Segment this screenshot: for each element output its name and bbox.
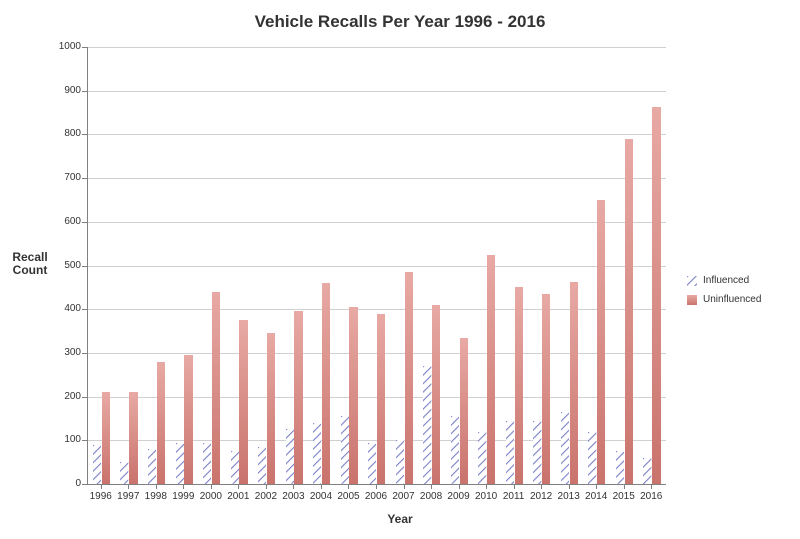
bar-uninfluenced	[652, 107, 660, 484]
bar-uninfluenced	[515, 287, 523, 484]
legend-item: Influenced	[687, 275, 761, 286]
bar-influenced	[313, 423, 321, 484]
x-tick-label: 2014	[582, 491, 610, 502]
x-tick-label: 2001	[225, 491, 253, 502]
gridline	[88, 178, 666, 179]
bar-influenced	[368, 443, 376, 485]
bar-uninfluenced	[267, 333, 275, 484]
x-tick-label: 2003	[280, 491, 308, 502]
x-tick-label: 2010	[472, 491, 500, 502]
bar-influenced	[588, 432, 596, 484]
bar-influenced	[423, 366, 431, 484]
y-tick-label: 900	[53, 85, 81, 96]
x-tick-label: 2009	[445, 491, 473, 502]
x-tick-label: 2011	[500, 491, 528, 502]
legend-swatch	[687, 295, 697, 305]
bar-influenced	[478, 432, 486, 484]
bar-influenced	[341, 416, 349, 484]
legend-item: Uninfluenced	[687, 294, 761, 305]
plot-area	[87, 47, 666, 485]
bar-influenced	[120, 462, 128, 484]
bar-uninfluenced	[239, 320, 247, 484]
bar-uninfluenced	[432, 305, 440, 484]
x-tick-label: 2012	[527, 491, 555, 502]
bar-uninfluenced	[184, 355, 192, 484]
y-tick-label: 200	[53, 391, 81, 402]
y-tick-label: 300	[53, 347, 81, 358]
x-tick-label: 2016	[637, 491, 665, 502]
bar-uninfluenced	[212, 292, 220, 484]
x-tick-label: 2013	[555, 491, 583, 502]
gridline	[88, 309, 666, 310]
x-tick-label: 1996	[87, 491, 115, 502]
x-axis-title: Year	[0, 512, 800, 526]
bar-influenced	[396, 440, 404, 484]
chart-title: Vehicle Recalls Per Year 1996 - 2016	[0, 12, 800, 32]
gridline	[88, 222, 666, 223]
bar-uninfluenced	[570, 282, 578, 484]
y-tick-label: 600	[53, 216, 81, 227]
x-tick-label: 2000	[197, 491, 225, 502]
bar-uninfluenced	[322, 283, 330, 484]
bar-influenced	[93, 445, 101, 484]
bar-influenced	[451, 416, 459, 484]
y-tick-label: 400	[53, 303, 81, 314]
chart-container: Vehicle Recalls Per Year 1996 - 2016 Rec…	[0, 0, 800, 539]
bar-influenced	[203, 443, 211, 485]
gridline	[88, 47, 666, 48]
bar-uninfluenced	[377, 314, 385, 484]
bar-uninfluenced	[294, 311, 302, 484]
x-tick-label: 2006	[362, 491, 390, 502]
x-tick-label: 1998	[142, 491, 170, 502]
bar-influenced	[176, 443, 184, 485]
bar-uninfluenced	[542, 294, 550, 484]
gridline	[88, 266, 666, 267]
y-tick-label: 500	[53, 260, 81, 271]
legend-swatch	[687, 276, 697, 286]
bar-uninfluenced	[129, 392, 137, 484]
bar-uninfluenced	[625, 139, 633, 484]
y-tick-label: 0	[53, 478, 81, 489]
bar-uninfluenced	[349, 307, 357, 484]
bar-influenced	[643, 458, 651, 484]
y-tick-label: 100	[53, 434, 81, 445]
bar-influenced	[148, 449, 156, 484]
bar-influenced	[286, 429, 294, 484]
bar-uninfluenced	[405, 272, 413, 484]
y-tick-label: 700	[53, 172, 81, 183]
bar-influenced	[258, 447, 266, 484]
x-tick-label: 1997	[115, 491, 143, 502]
x-tick-label: 2008	[417, 491, 445, 502]
bar-influenced	[533, 421, 541, 484]
bar-uninfluenced	[102, 392, 110, 484]
x-tick-label: 1999	[170, 491, 198, 502]
x-tick-label: 2004	[307, 491, 335, 502]
x-tick-label: 2005	[335, 491, 363, 502]
bar-uninfluenced	[597, 200, 605, 484]
gridline	[88, 91, 666, 92]
bar-influenced	[616, 451, 624, 484]
legend-label: Uninfluenced	[703, 294, 761, 305]
bar-influenced	[506, 421, 514, 484]
legend-label: Influenced	[703, 275, 749, 286]
bar-uninfluenced	[460, 338, 468, 484]
x-tick-label: 2002	[252, 491, 280, 502]
bar-uninfluenced	[487, 255, 495, 484]
y-tick-label: 800	[53, 128, 81, 139]
legend: Influenced Uninfluenced	[687, 275, 761, 313]
bar-uninfluenced	[157, 362, 165, 484]
x-tick-label: 2007	[390, 491, 418, 502]
y-tick-label: 1000	[53, 41, 81, 52]
bar-influenced	[561, 412, 569, 484]
y-axis-title: RecallCount	[8, 251, 52, 279]
gridline	[88, 134, 666, 135]
bar-influenced	[231, 451, 239, 484]
x-tick-label: 2015	[610, 491, 638, 502]
